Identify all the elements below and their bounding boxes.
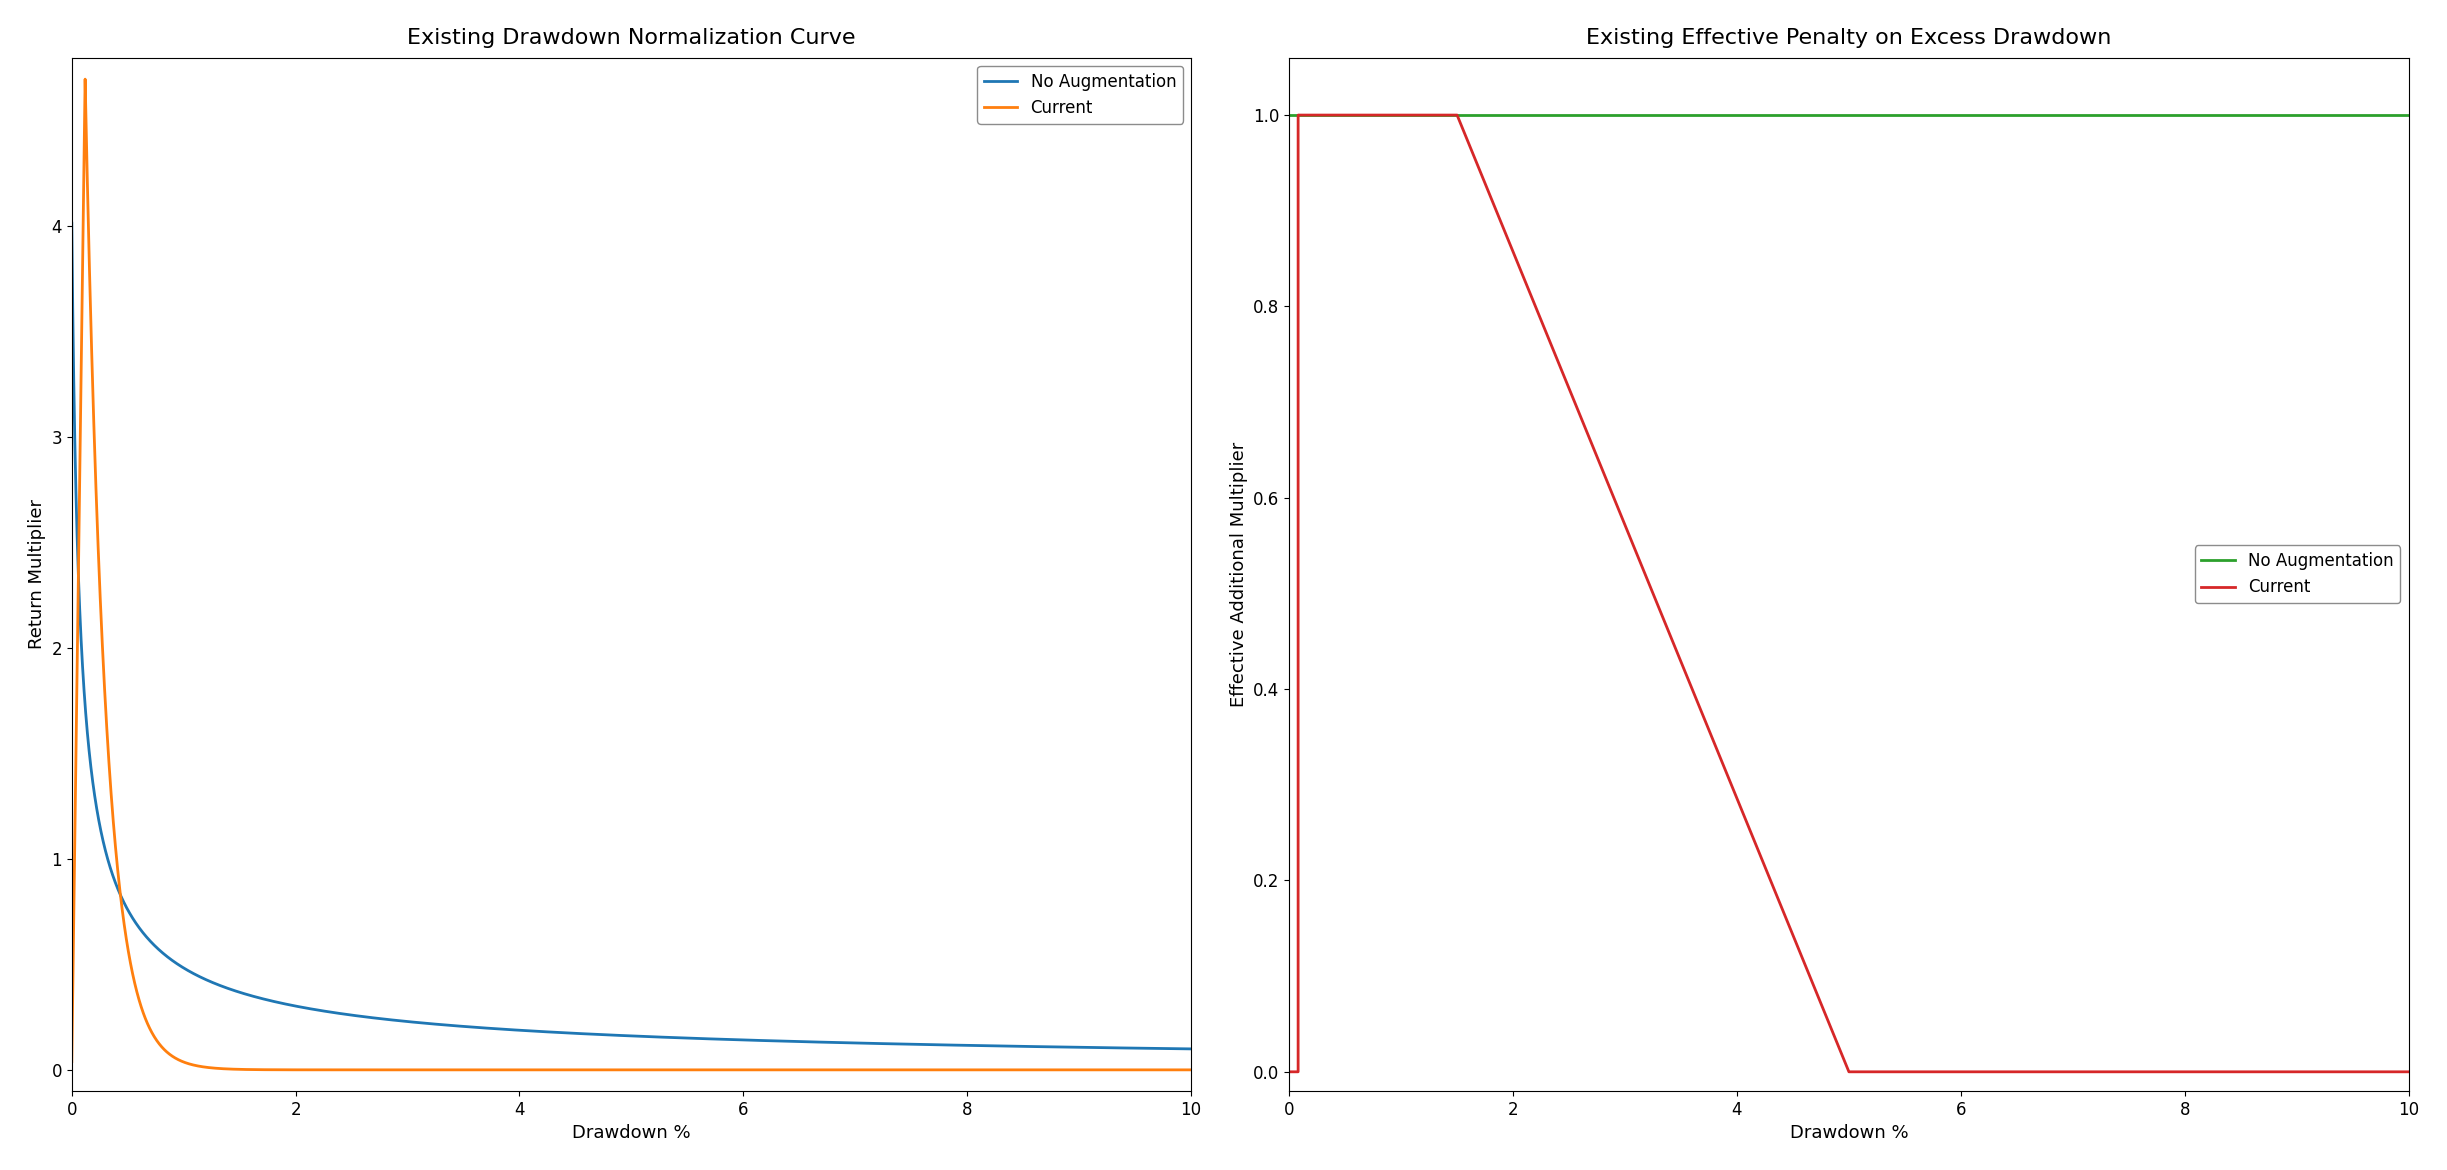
No Augmentation	[56, 216, 86, 230]
Current	[1282, 1065, 1312, 1079]
Current	[467, 1062, 497, 1076]
Current	[56, 1054, 86, 1068]
X-axis label: Drawdown %: Drawdown %	[1789, 1124, 1909, 1142]
Current	[1282, 108, 1312, 122]
No Augmentation	[727, 1033, 756, 1047]
Line: Current: Current	[1290, 115, 2408, 1072]
Current	[861, 1062, 891, 1076]
Current	[727, 1062, 756, 1076]
No Augmentation	[83, 804, 113, 818]
Current	[71, 73, 100, 87]
Current	[558, 1062, 587, 1076]
Current	[1275, 1065, 1304, 1079]
Current	[1177, 1062, 1206, 1076]
Y-axis label: Return Multiplier: Return Multiplier	[27, 500, 46, 649]
Line: Current: Current	[71, 80, 1192, 1069]
No Augmentation	[1177, 1041, 1206, 1055]
Current	[1835, 1065, 1865, 1079]
Title: Existing Drawdown Normalization Curve: Existing Drawdown Normalization Curve	[406, 28, 856, 48]
Current	[1441, 108, 1471, 122]
Y-axis label: Effective Additional Multiplier: Effective Additional Multiplier	[1228, 442, 1248, 707]
Title: Existing Effective Penalty on Excess Drawdown: Existing Effective Penalty on Excess Dra…	[1586, 28, 2112, 48]
Current	[83, 515, 113, 529]
X-axis label: Drawdown %: Drawdown %	[573, 1124, 690, 1142]
Legend: No Augmentation, Current: No Augmentation, Current	[976, 66, 1182, 124]
Current	[110, 924, 139, 938]
Current	[2393, 1065, 2423, 1079]
No Augmentation	[467, 1020, 497, 1034]
Legend: No Augmentation, Current: No Augmentation, Current	[2195, 545, 2401, 604]
No Augmentation	[861, 1037, 891, 1051]
No Augmentation	[555, 1026, 585, 1040]
Line: No Augmentation: No Augmentation	[71, 223, 1192, 1048]
No Augmentation	[110, 897, 139, 911]
